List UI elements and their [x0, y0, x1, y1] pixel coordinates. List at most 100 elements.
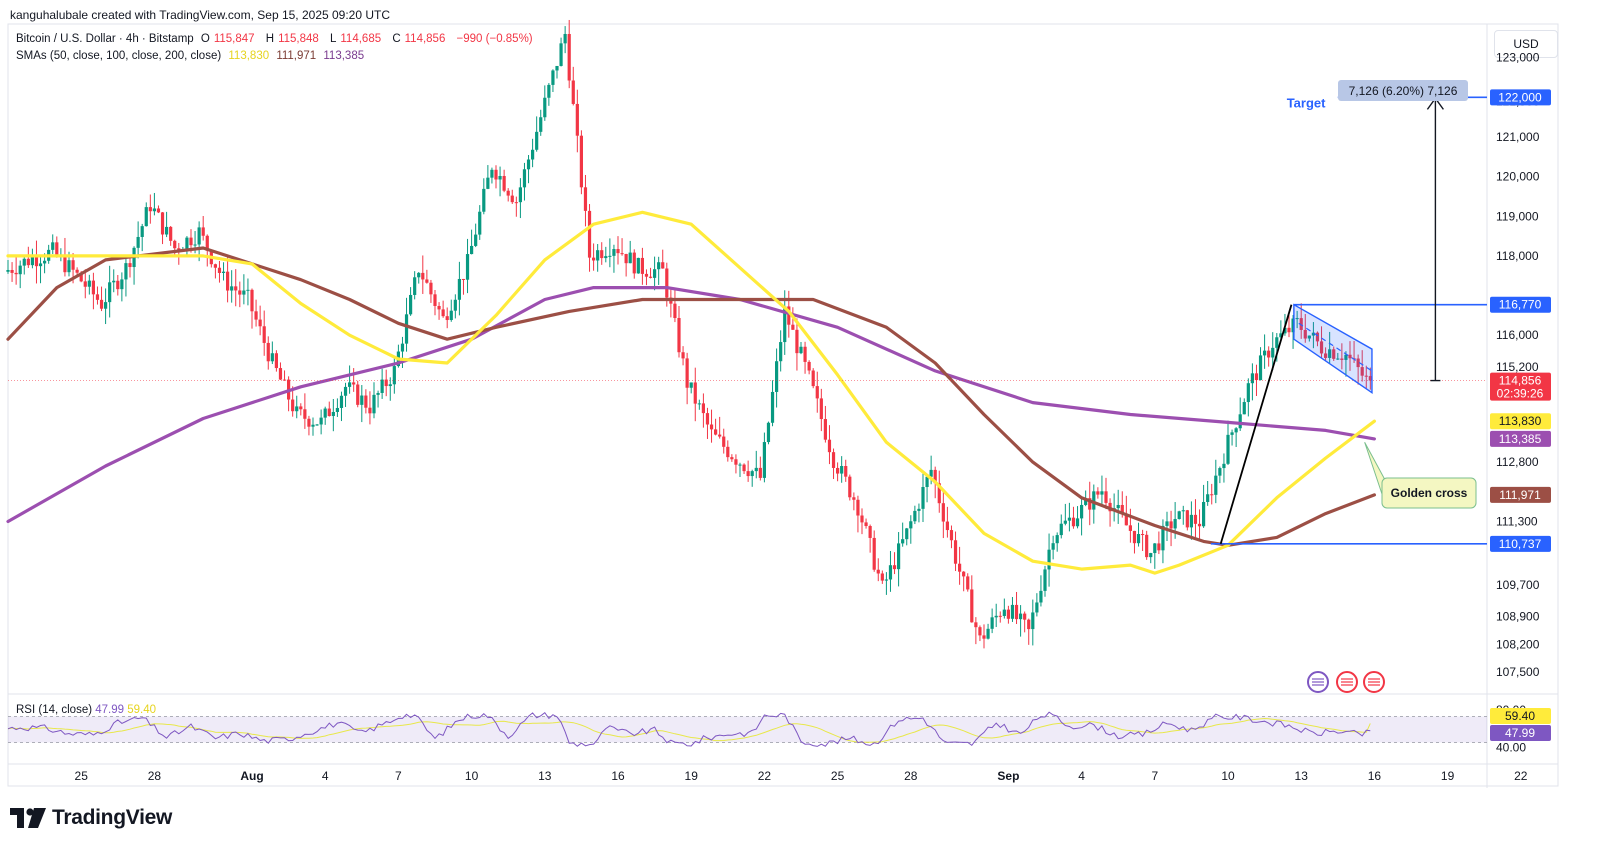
symbol-title: Bitcoin / U.S. Dollar · 4h · Bitstamp — [16, 33, 194, 45]
candle-down — [156, 205, 161, 214]
candle-up — [490, 167, 494, 184]
y-tick-label: 111,300 — [1496, 515, 1538, 529]
candle-body — [1315, 332, 1320, 342]
candle-body — [470, 245, 474, 255]
candle-up — [750, 469, 754, 487]
candle-down — [632, 249, 636, 279]
candle-up — [1238, 397, 1242, 431]
candle-body — [1027, 619, 1031, 630]
ohlc-open-value: 115,847 — [213, 33, 255, 45]
candle-body — [722, 436, 726, 447]
candle-up — [315, 423, 319, 426]
candle-body — [400, 343, 405, 352]
candle-down — [278, 362, 283, 380]
y-tick-label: 108,200 — [1496, 637, 1540, 651]
candle-down — [978, 625, 982, 642]
tag-last-price: 114,856 — [1499, 374, 1542, 388]
candle-up — [1258, 347, 1263, 381]
candle-body — [1344, 354, 1348, 360]
candle-body — [1177, 511, 1181, 520]
candle-body — [388, 384, 392, 387]
candle-up — [555, 65, 559, 79]
candle-body — [844, 466, 848, 477]
candle-body — [762, 442, 766, 478]
candle-body — [514, 202, 518, 204]
tag-sma100: 111,971 — [1499, 488, 1541, 502]
candle-up — [104, 288, 108, 325]
currency-button[interactable]: USD — [1494, 30, 1558, 58]
candle-body — [1059, 523, 1063, 536]
tradingview-logo[interactable]: TradingView — [10, 803, 172, 833]
candle-down — [892, 552, 897, 575]
candle-body — [803, 346, 807, 362]
candle-body — [108, 282, 112, 303]
candle-body — [238, 290, 242, 295]
rsi-legend[interactable]: RSI (14, close) 47.99 59.40 — [16, 704, 156, 716]
candle-body — [1039, 590, 1043, 603]
candle-down — [958, 546, 962, 585]
candle-body — [1071, 517, 1076, 527]
candle-up — [986, 623, 990, 640]
candle-up — [18, 260, 22, 289]
candle-body — [1149, 553, 1153, 558]
tag-110737: 110,737 — [1499, 537, 1542, 551]
candle-body — [970, 589, 974, 623]
candle-up — [295, 395, 299, 419]
candle-body — [169, 226, 173, 241]
candle-body — [1214, 475, 1218, 495]
candle-down — [364, 389, 368, 414]
candle-down — [425, 269, 429, 284]
measure-badge — [1338, 80, 1468, 101]
candle-down — [616, 236, 620, 265]
candle-up — [840, 456, 844, 483]
candle-up — [120, 272, 124, 302]
rsi-value: 47.99 — [95, 704, 125, 716]
candle-body — [87, 280, 91, 287]
candle-down — [83, 269, 87, 299]
candle-body — [1019, 613, 1023, 620]
y-tick-label: 109,700 — [1496, 578, 1540, 592]
candle-body — [648, 276, 653, 278]
rsi-ma-tag: 59.40 — [1505, 709, 1535, 723]
candle-body — [1267, 350, 1271, 358]
ohlc-close-label: C — [392, 33, 401, 45]
candle-body — [616, 249, 620, 254]
x-tick-label: 28 — [148, 769, 162, 783]
rsi-ma-tag-bg — [1490, 708, 1551, 724]
candle-down — [327, 401, 331, 417]
candle-body — [372, 394, 376, 414]
candle-down — [303, 393, 307, 429]
candle-down — [823, 405, 827, 443]
candle-body — [1157, 543, 1161, 551]
candle-up — [1202, 484, 1206, 528]
candle-down — [579, 130, 583, 195]
candle-up — [1149, 552, 1153, 564]
candle-down — [953, 531, 958, 572]
candle-down — [966, 573, 970, 592]
candle-body — [246, 289, 250, 291]
candle-up — [526, 155, 531, 184]
candle-body — [258, 319, 262, 327]
candle-up — [1295, 310, 1299, 329]
candle-down — [1014, 591, 1019, 625]
candle-body — [1043, 569, 1047, 591]
candle-body — [144, 207, 148, 227]
candle-body — [1210, 494, 1214, 496]
sma-legend[interactable]: SMAs (50, close, 100, close, 200, close)… — [16, 50, 368, 62]
candle-up — [1059, 514, 1063, 539]
candle-body — [823, 419, 827, 440]
ohlc-close: C 114,856 — [392, 33, 449, 45]
candle-body — [1080, 504, 1084, 519]
candle-body — [1136, 534, 1141, 544]
candle-body — [718, 434, 722, 437]
candle-body — [579, 135, 583, 188]
candle-body — [1189, 514, 1193, 528]
candle-body — [535, 131, 539, 150]
candle-body — [758, 467, 762, 478]
candle-down — [169, 225, 173, 246]
candle-down — [941, 489, 945, 539]
candle-body — [1116, 504, 1120, 509]
candle-body — [852, 497, 856, 500]
